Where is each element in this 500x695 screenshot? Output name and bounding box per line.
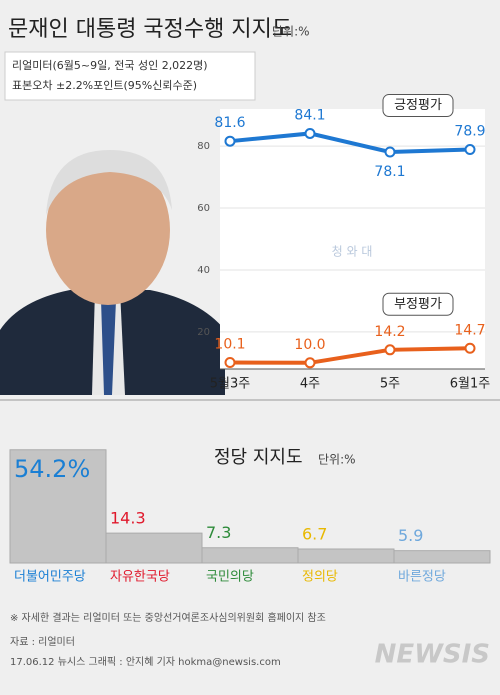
value-label: 84.1 (294, 107, 325, 123)
point (464, 342, 476, 354)
value-label: 10.1 (214, 337, 245, 353)
note: 리얼미터(6월5~9일, 전국 성인 2,022명) (12, 58, 208, 72)
x-tick-label: 4주 (300, 377, 320, 392)
logo: NEWSIS (375, 640, 490, 670)
point (304, 357, 316, 369)
title: 문재인 대통령 국정수행 지지도 (8, 17, 292, 42)
value-label: 14.7 (454, 322, 485, 338)
category-label: 자유한국당 (110, 570, 170, 585)
legend-label: 긍정평가 (394, 98, 442, 113)
legend-label: 부정평가 (394, 297, 442, 312)
bar (297, 548, 395, 564)
y-tick-label: 60 (197, 203, 210, 214)
footnote: ※ 자세한 결과는 리얼미터 또는 중앙선거여론조사심의위원회 홈페이지 참조 (10, 611, 326, 624)
value-label: 81.6 (214, 115, 245, 131)
watermark: 청 와 대 (332, 245, 373, 259)
value-label: 54.2% (14, 455, 90, 483)
bar (201, 547, 299, 564)
bar (9, 449, 107, 564)
point (304, 127, 316, 139)
point (384, 344, 396, 356)
source: 자료 : 리얼미터 (10, 636, 75, 648)
category-label: 국민의당 (206, 570, 254, 585)
category-label: 정의당 (302, 570, 338, 585)
note-box (4, 51, 256, 101)
value-label: 14.3 (110, 509, 146, 528)
y-tick-label: 80 (197, 141, 210, 152)
point (224, 357, 236, 368)
note: 표본오차 ±2.2%포인트(95%신뢰수준) (12, 79, 197, 92)
unit: 단위:% (272, 25, 310, 39)
category-label: 더불어민주당 (14, 570, 86, 585)
bar (105, 532, 203, 564)
unit: 단위:% (318, 453, 356, 467)
portrait (0, 150, 225, 395)
value-label: 78.1 (374, 164, 405, 180)
point (224, 135, 236, 147)
value-label: 7.3 (206, 523, 231, 542)
y-tick-label: 20 (197, 327, 210, 338)
value-label: 14.2 (374, 324, 405, 340)
credit: 17.06.12 뉴시스 그래픽 : 안지혜 기자 hokma@newsis.c… (10, 656, 281, 668)
line (229, 131, 471, 155)
plot-area (220, 109, 485, 369)
value-label: 78.9 (454, 124, 485, 140)
value-label: 5.9 (398, 526, 423, 545)
x-tick-label: 5월3주 (210, 377, 251, 392)
chart-title: 정당 지지도 (214, 447, 303, 468)
point (464, 144, 476, 156)
point (384, 146, 396, 158)
y-tick-label: 40 (197, 265, 210, 276)
category-label: 바른정당 (398, 570, 446, 585)
x-tick-label: 6월1주 (450, 377, 491, 392)
x-tick-label: 5주 (380, 377, 400, 392)
bar (393, 550, 491, 564)
legend-box (382, 292, 454, 316)
value-label: 6.7 (302, 525, 327, 544)
legend-box (382, 94, 454, 118)
line (229, 346, 471, 365)
value-label: 10.0 (294, 337, 325, 353)
